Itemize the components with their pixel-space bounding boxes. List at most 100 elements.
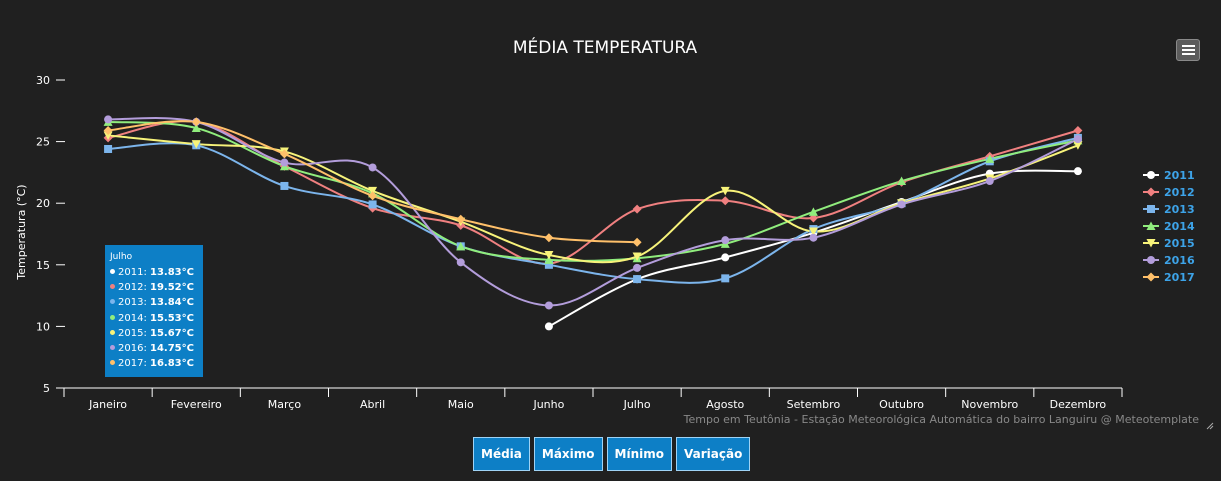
point-2014[interactable] — [191, 123, 201, 133]
point-2013[interactable] — [368, 200, 377, 209]
legend-item-2015[interactable]: 2015 — [1143, 237, 1195, 250]
tooltip-row-label: 2011: — [118, 267, 150, 278]
tooltip-row-value: 16.83°C — [150, 358, 194, 370]
point-2017[interactable] — [456, 214, 466, 224]
legend-marker[interactable] — [1146, 239, 1156, 248]
point-2016[interactable] — [721, 236, 730, 245]
point-2012[interactable] — [720, 196, 730, 206]
legend-label: 2016 — [1164, 254, 1195, 267]
tooltip-row-label: 2015: — [118, 327, 150, 339]
point-2011[interactable] — [1073, 167, 1082, 176]
legend-marker[interactable] — [1146, 272, 1156, 282]
y-axis-label: Temperatura (°C) — [15, 184, 28, 280]
point-2015[interactable] — [544, 250, 554, 260]
x-tick-label: Agosto — [706, 398, 744, 411]
point-2011[interactable] — [544, 322, 553, 331]
x-tick-label: Julho — [623, 398, 651, 411]
legend-item-2013[interactable]: 2013 — [1143, 203, 1195, 216]
series-line-2011 — [548, 169, 1078, 328]
resize-handle-icon[interactable] — [1206, 422, 1214, 430]
point-2011[interactable] — [721, 253, 730, 262]
point-2017[interactable] — [103, 126, 113, 136]
point-2016[interactable] — [633, 263, 642, 272]
legend-item-2014[interactable]: 2014 — [1143, 220, 1195, 233]
x-tick-label: Setembro — [787, 398, 841, 411]
point-2016[interactable] — [104, 115, 113, 124]
point-2015[interactable] — [368, 186, 378, 196]
point-2015[interactable] — [103, 131, 113, 140]
point-2015[interactable] — [720, 186, 730, 196]
tooltip-row-label: 2014: — [118, 312, 150, 324]
x-tick-label: Março — [268, 398, 302, 411]
legend-marker[interactable] — [1147, 171, 1155, 179]
point-2017[interactable] — [368, 191, 378, 201]
credits[interactable]: Tempo em Teutônia - Estação Meteorológic… — [683, 413, 1200, 426]
point-2015[interactable] — [632, 252, 642, 262]
tooltip-row: 2017: 16.83°C — [110, 356, 198, 371]
tooltip-row: 2013: 13.84°C — [110, 295, 198, 310]
point-2012[interactable] — [1073, 126, 1083, 136]
view-buttons: Média Máximo Mínimo Variação — [473, 437, 751, 471]
y-tick-label: 20 — [36, 197, 50, 210]
point-2017[interactable] — [544, 233, 554, 243]
tooltip-title: Julho — [110, 252, 133, 262]
x-tick-label: Fevereiro — [171, 398, 222, 411]
y-tick-label: 10 — [36, 320, 50, 333]
point-2017[interactable] — [279, 149, 289, 159]
point-2013[interactable] — [721, 274, 730, 283]
point-2014[interactable] — [808, 207, 818, 216]
point-2016[interactable] — [1073, 135, 1082, 144]
legend-item-2017[interactable]: 2017 — [1143, 271, 1195, 284]
x-tick-label: Outubro — [879, 398, 924, 411]
media-button[interactable]: Média — [473, 437, 530, 471]
tooltip-row-value: 13.84°C — [150, 297, 194, 309]
point-2016[interactable] — [985, 177, 994, 186]
legend-label: 2013 — [1164, 203, 1195, 216]
legend-label: 2015 — [1164, 237, 1195, 250]
tooltip-row-label: 2017: — [118, 358, 150, 370]
y-tick-label: 30 — [36, 74, 50, 87]
series-line-2017 — [107, 120, 638, 244]
point-2016[interactable] — [809, 233, 818, 242]
point-2013[interactable] — [104, 144, 113, 153]
tooltip-row-value: 15.67°C — [150, 327, 194, 339]
point-2015[interactable] — [191, 140, 201, 149]
point-2014[interactable] — [897, 176, 907, 186]
legend-item-2011[interactable]: 2011 — [1143, 169, 1195, 182]
legend-label: 2014 — [1164, 220, 1195, 233]
point-2013[interactable] — [280, 181, 289, 190]
point-2016[interactable] — [897, 200, 906, 209]
bullet-icon — [110, 345, 115, 351]
point-2013[interactable] — [544, 260, 553, 269]
legend-item-2016[interactable]: 2016 — [1143, 254, 1195, 267]
variacao-button[interactable]: Variação — [676, 437, 751, 471]
point-2015[interactable] — [1073, 141, 1083, 150]
point-2016[interactable] — [280, 158, 289, 167]
legend-item-2012[interactable]: 2012 — [1143, 186, 1195, 199]
tooltip-row: 2014: 15.53°C — [110, 311, 198, 326]
point-2012[interactable] — [632, 204, 642, 214]
legend-marker[interactable] — [1146, 187, 1156, 197]
point-2016[interactable] — [456, 258, 465, 267]
point-2014[interactable] — [456, 241, 466, 251]
point-2014[interactable] — [985, 154, 995, 163]
point-2013[interactable] — [633, 275, 642, 284]
point-2017[interactable] — [191, 117, 201, 127]
bullet-icon — [110, 299, 115, 305]
maximo-button[interactable]: Máximo — [533, 437, 603, 471]
point-2014[interactable] — [544, 255, 554, 264]
x-tick-label: Janeiro — [88, 398, 127, 411]
point-2015[interactable] — [808, 227, 818, 237]
legend-marker[interactable] — [1147, 205, 1155, 213]
series-line-2012 — [107, 120, 1079, 265]
point-2016[interactable] — [544, 301, 553, 310]
minimo-button[interactable]: Mínimo — [606, 437, 672, 471]
tooltip-row-value: 15.53°C — [150, 312, 194, 324]
legend-marker[interactable] — [1147, 256, 1155, 264]
legend-label: 2012 — [1164, 186, 1195, 199]
legend-marker[interactable] — [1146, 221, 1156, 231]
point-2017[interactable] — [632, 237, 642, 247]
hamburger-menu-button[interactable] — [1176, 39, 1200, 61]
bullet-icon — [110, 314, 115, 320]
point-2016[interactable] — [368, 163, 377, 172]
